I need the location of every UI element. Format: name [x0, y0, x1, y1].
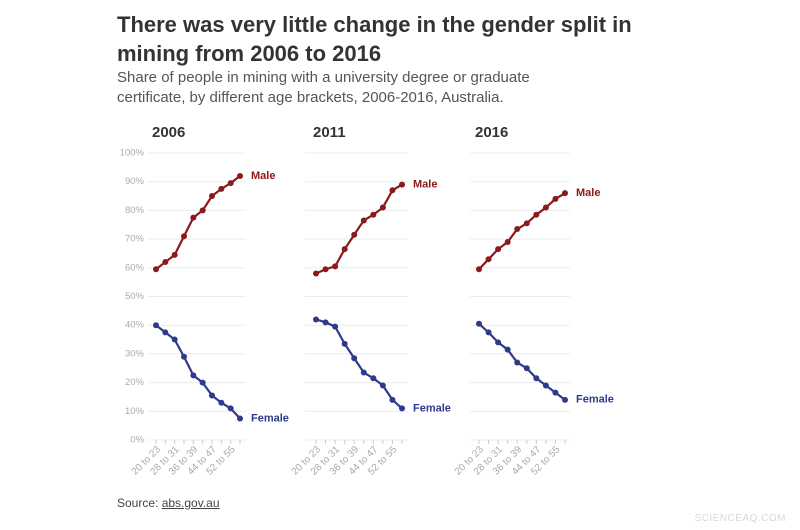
series-label: Male: [413, 178, 437, 190]
series-line: [155, 175, 241, 271]
data-point: [495, 339, 502, 346]
data-point: [237, 415, 243, 422]
data-point: [162, 259, 169, 266]
data-point: [322, 266, 329, 273]
data-point: [533, 375, 540, 382]
data-point: [379, 204, 386, 211]
data-point: [190, 372, 197, 379]
data-point: [504, 346, 511, 353]
series-line: [315, 183, 403, 275]
data-point: [514, 226, 521, 233]
panel-title: 2006: [152, 124, 185, 141]
subtitle: Share of people in mining with a univers…: [117, 69, 530, 106]
data-point: [181, 233, 187, 240]
data-point: [351, 355, 358, 362]
data-point: [389, 396, 396, 403]
y-tick-label: 80%: [125, 205, 145, 216]
data-point: [370, 375, 377, 382]
data-point: [552, 195, 559, 202]
data-point: [370, 211, 377, 218]
data-point: [162, 329, 169, 336]
series-label: Female: [251, 412, 289, 424]
data-point: [199, 207, 206, 214]
data-point: [237, 172, 243, 179]
y-tick-label: 40%: [125, 320, 145, 331]
data-point: [476, 320, 482, 327]
series-line: [155, 324, 241, 420]
data-point: [379, 382, 386, 389]
data-point: [485, 256, 492, 263]
y-tick-label: 50%: [125, 291, 145, 302]
panel-title: 2016: [475, 124, 508, 141]
chart: 20060%10%20%30%40%50%60%70%80%90%100%20 …: [120, 124, 614, 478]
watermark: SCIENCEAQ.COM: [694, 513, 786, 524]
data-point: [181, 353, 187, 360]
series-line: [478, 192, 566, 270]
data-point: [227, 405, 234, 412]
data-point: [476, 266, 482, 273]
panel-title: 2011: [313, 124, 346, 141]
data-point: [153, 322, 159, 329]
data-point: [171, 251, 178, 258]
data-point: [562, 190, 568, 197]
data-point: [218, 185, 225, 192]
series-line: [315, 318, 403, 410]
data-point: [514, 359, 521, 366]
data-point: [199, 379, 206, 386]
data-point: [209, 193, 215, 200]
data-point: [313, 270, 319, 277]
y-tick-label: 90%: [125, 176, 145, 187]
data-point: [562, 396, 568, 403]
y-tick-label: 10%: [125, 406, 145, 417]
y-tick-label: 0%: [130, 435, 144, 446]
data-point: [313, 316, 319, 323]
data-point: [341, 246, 348, 253]
data-point: [171, 336, 178, 343]
data-point: [209, 392, 215, 399]
data-point: [322, 319, 329, 326]
series-label: Male: [576, 187, 600, 199]
data-point: [360, 217, 367, 224]
data-point: [399, 181, 405, 188]
data-point: [351, 231, 358, 238]
data-point: [542, 204, 549, 211]
y-tick-label: 100%: [120, 148, 145, 159]
series-label: Female: [576, 394, 614, 406]
y-tick-label: 30%: [125, 348, 145, 359]
source-label: Source:: [117, 496, 159, 510]
data-point: [523, 365, 530, 372]
data-point: [153, 266, 159, 273]
data-point: [332, 263, 339, 270]
data-point: [341, 340, 348, 347]
y-tick-label: 20%: [125, 377, 145, 388]
series-label: Female: [413, 402, 451, 414]
source-link[interactable]: abs.gov.au: [161, 496, 220, 510]
series-line: [478, 322, 566, 401]
title: There was very little change in the gend…: [117, 12, 632, 66]
data-point: [389, 187, 396, 194]
series-label: Male: [251, 170, 275, 182]
data-point: [552, 389, 559, 396]
source: Source: abs.gov.au: [117, 496, 220, 510]
data-point: [218, 399, 225, 406]
data-point: [504, 238, 511, 245]
data-point: [523, 220, 530, 227]
data-point: [485, 329, 492, 336]
data-point: [399, 405, 405, 412]
data-point: [533, 211, 540, 218]
data-point: [190, 214, 197, 221]
y-tick-label: 60%: [125, 262, 145, 273]
data-point: [227, 180, 234, 187]
data-point: [495, 246, 502, 253]
data-point: [360, 369, 367, 376]
y-tick-label: 70%: [125, 234, 145, 245]
data-point: [332, 323, 339, 330]
data-point: [542, 382, 549, 389]
